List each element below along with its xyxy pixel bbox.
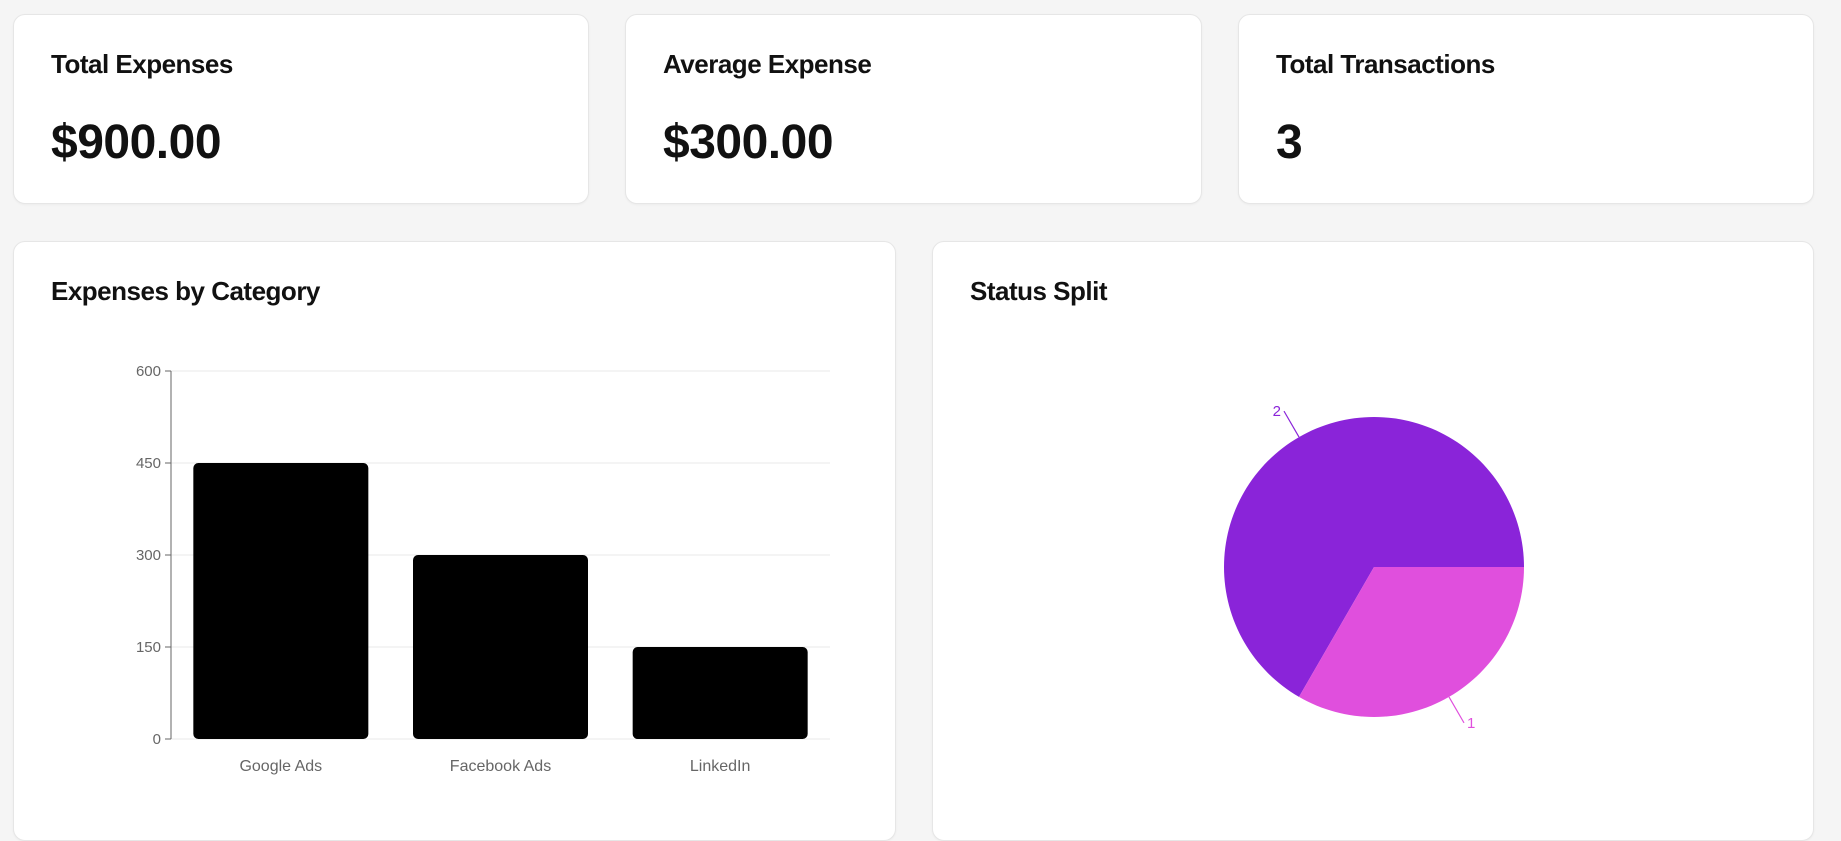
expenses-bar-chart: 0 150 300 450 600 Google Ads Facebook Ads Linke… xyxy=(136,363,830,775)
y-tick-label: 300 xyxy=(136,547,161,564)
stat-value: 3 xyxy=(1276,116,1303,169)
stat-title: Total Transactions xyxy=(1276,49,1495,79)
stat-card-total-expenses: Total Expenses $900.00 xyxy=(13,14,589,204)
pie-leader-line xyxy=(1283,410,1300,438)
x-tick-label: Google Ads xyxy=(239,758,322,775)
stat-card-average-expense: Average Expense $300.00 xyxy=(625,14,1202,204)
stat-title: Average Expense xyxy=(663,49,872,79)
y-tick-label: 450 xyxy=(136,455,161,472)
panel-title: Status Split xyxy=(970,276,1108,306)
pie-slice-label: 1 xyxy=(1467,715,1475,732)
pie-slice-1[interactable] xyxy=(1299,567,1524,717)
bar-google-ads[interactable] xyxy=(193,463,369,739)
bar-linkedin[interactable] xyxy=(632,647,808,739)
stat-title: Total Expenses xyxy=(51,49,233,79)
y-tick-label: 150 xyxy=(136,639,161,656)
expenses-by-category-panel: Expenses by Category 0 150 300 450 600 Google… xyxy=(13,241,896,841)
y-tick-label: 600 xyxy=(136,363,161,380)
x-tick-label: Facebook Ads xyxy=(450,758,551,775)
panel-title: Expenses by Category xyxy=(51,276,320,306)
bar-facebook-ads[interactable] xyxy=(413,555,588,739)
y-tick-label: 0 xyxy=(153,731,161,748)
status-pie-chart: 21 xyxy=(1224,403,1524,732)
pie-leader-line xyxy=(1448,696,1465,724)
stat-card-total-transactions: Total Transactions 3 xyxy=(1238,14,1814,204)
pie-slice-2[interactable] xyxy=(1224,417,1524,697)
stat-value: $900.00 xyxy=(51,116,222,169)
pie-slice-label: 2 xyxy=(1273,403,1281,420)
x-tick-label: LinkedIn xyxy=(690,758,751,775)
stat-value: $300.00 xyxy=(663,116,834,169)
